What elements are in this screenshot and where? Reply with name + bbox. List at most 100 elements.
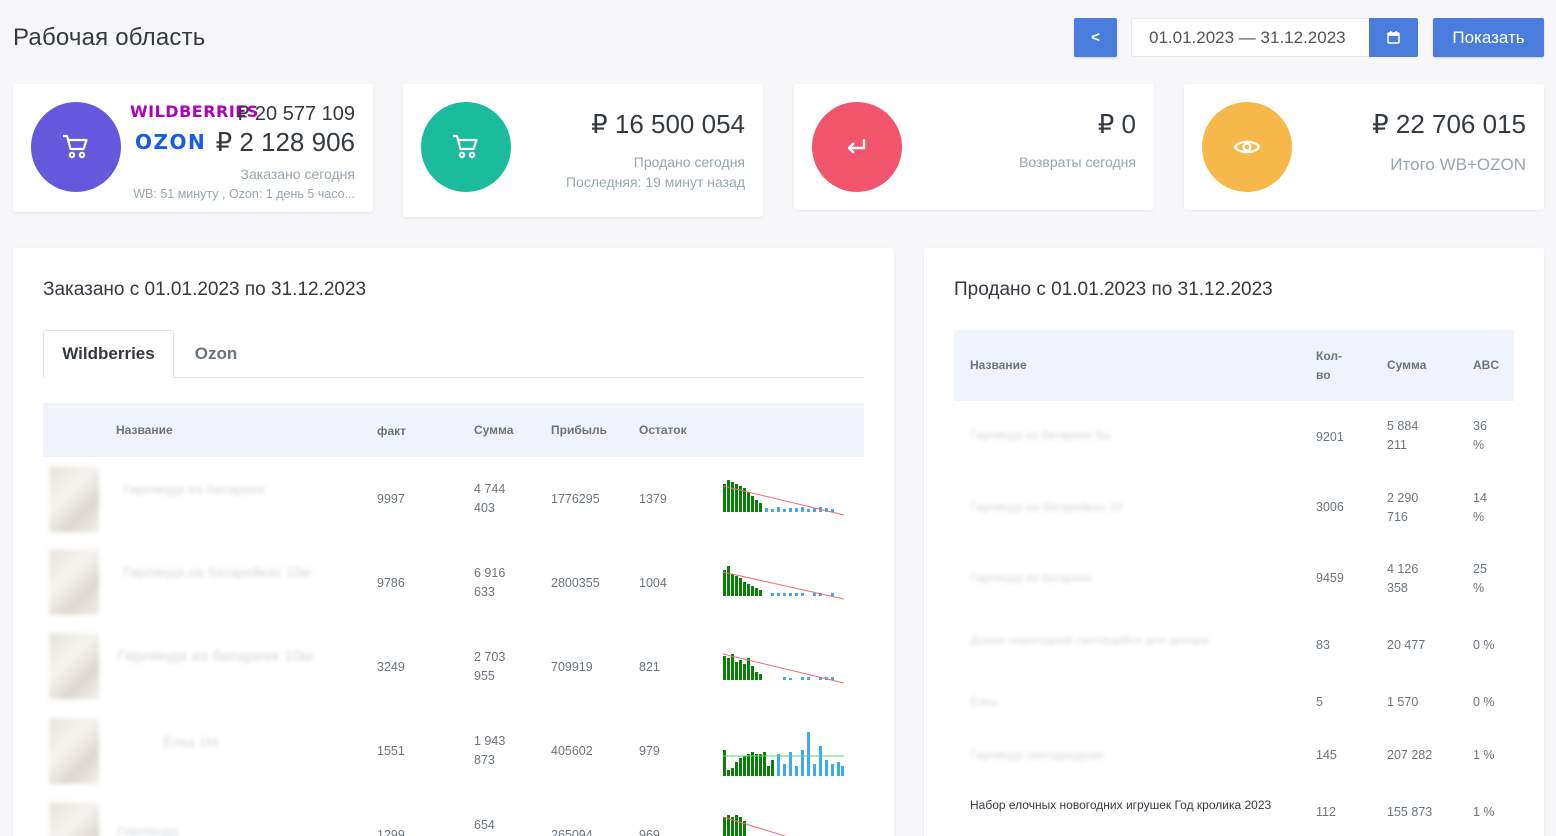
sold-today-label: Продано сегодня bbox=[633, 154, 745, 170]
return-icon-circle bbox=[812, 102, 902, 192]
col-name: Название bbox=[116, 423, 173, 437]
stock-cell: 979 bbox=[639, 744, 660, 758]
product-name: Гирлянда на батарейках 10м bbox=[123, 564, 311, 580]
product-name: Домик новогодний светящийся для декора bbox=[970, 633, 1209, 647]
orders-panel-title: Заказано с 01.01.2023 по 31.12.2023 bbox=[43, 279, 367, 300]
product-name: Гирлянда bbox=[117, 823, 179, 836]
product-name: Гирлянда на батарейках 10 bbox=[970, 500, 1123, 514]
tab-wildberries[interactable]: Wildberries bbox=[43, 330, 174, 378]
sum-cell: 155 873 bbox=[1387, 805, 1433, 819]
sum-cell-line2: 211 bbox=[1387, 438, 1407, 452]
qty-cell: 83 bbox=[1316, 638, 1330, 652]
calendar-icon bbox=[1387, 31, 1400, 44]
stock-cell: 1379 bbox=[639, 492, 667, 506]
marketplace-tabs: Wildberries Ozon bbox=[43, 330, 864, 378]
abc-cell-line2: % bbox=[1473, 438, 1485, 452]
col-name: Название bbox=[970, 358, 1027, 372]
sum-cell-line1: 4 744 bbox=[474, 482, 506, 496]
stock-cell: 821 bbox=[639, 660, 660, 674]
col-qty-line1: Кол- bbox=[1316, 349, 1342, 363]
profit-cell: 709919 bbox=[551, 660, 593, 674]
abc-cell-line2: % bbox=[1473, 581, 1485, 595]
abc-cell: 0 % bbox=[1473, 638, 1495, 652]
sold-today-card: ₽ 16 500 054 Продано сегодня Последняя: … bbox=[403, 84, 763, 217]
qty-cell: 9201 bbox=[1316, 430, 1344, 444]
sum-cell-line2: 358 bbox=[1387, 581, 1408, 595]
profit-cell: 405602 bbox=[551, 744, 593, 758]
qty-cell: 3006 bbox=[1316, 500, 1344, 514]
ozon-orders-value: ₽ 2 128 906 bbox=[215, 127, 355, 157]
sum-cell-line2: 955 bbox=[474, 669, 495, 683]
sum-cell-line1: 1 943 bbox=[474, 734, 506, 748]
sold-panel-title: Продано с 01.01.2023 по 31.12.2023 bbox=[954, 279, 1273, 300]
cart-icon-circle bbox=[421, 102, 511, 192]
stock-cell: 1004 bbox=[639, 576, 667, 590]
col-sum: Сумма bbox=[1387, 358, 1427, 372]
product-name: Гирлянда из батареек bbox=[970, 571, 1092, 585]
product-name: Гирлянда из батареек бы bbox=[970, 428, 1111, 442]
returns-today-label: Возвраты сегодня bbox=[1019, 154, 1136, 170]
sum-cell-line2: 716 bbox=[1387, 510, 1408, 524]
col-abc: ABC bbox=[1473, 358, 1499, 372]
returns-today-card: ₽ 0 Возвраты сегодня bbox=[794, 84, 1154, 210]
sum-cell-line1: 654 bbox=[474, 818, 495, 832]
prev-period-button[interactable]: < bbox=[1074, 18, 1117, 57]
eye-icon bbox=[1233, 140, 1261, 154]
sum-cell: 1 570 bbox=[1387, 695, 1419, 709]
eye-icon-circle bbox=[1202, 102, 1292, 192]
show-button[interactable]: Показать bbox=[1433, 18, 1544, 57]
abc-cell-line2: % bbox=[1473, 510, 1485, 524]
abc-cell-line1: 14 bbox=[1473, 491, 1487, 505]
orders-today-card: WILDBERRIES ₽ 20 577 109 OZON ₽ 2 128 90… bbox=[13, 84, 373, 212]
abc-cell-line1: 36 bbox=[1473, 419, 1487, 433]
product-name: Ёлка bbox=[970, 695, 998, 709]
date-range-input[interactable]: 01.01.2023 — 31.12.2023 bbox=[1131, 18, 1369, 57]
sum-cell-line1: 2 290 bbox=[1387, 491, 1419, 505]
fact-cell: 3249 bbox=[377, 660, 405, 674]
orders-last-update: WB: 51 минуту , Ozon: 1 день 5 часо... bbox=[133, 187, 355, 201]
qty-cell: 9459 bbox=[1316, 571, 1344, 585]
abc-cell-line1: 25 bbox=[1473, 562, 1487, 576]
col-stock: Остаток bbox=[639, 423, 687, 437]
sum-cell-line1: 5 884 bbox=[1387, 419, 1419, 433]
profit-cell: 1776295 bbox=[551, 492, 600, 506]
product-thumbnail bbox=[49, 802, 99, 836]
total-card: ₽ 22 706 015 Итого WB+OZON bbox=[1184, 84, 1544, 210]
qty-cell: 112 bbox=[1316, 805, 1336, 819]
product-name: Набор елочных новогодних игрушек Год кро… bbox=[970, 798, 1272, 812]
sum-cell-line1: 6 916 bbox=[474, 566, 506, 580]
calendar-button[interactable] bbox=[1369, 18, 1418, 57]
total-value: ₽ 22 706 015 bbox=[1372, 109, 1526, 139]
return-icon bbox=[847, 139, 866, 154]
product-thumbnail bbox=[49, 633, 99, 699]
fact-cell: 9997 bbox=[377, 492, 405, 506]
sum-cell-line1: 4 126 bbox=[1387, 562, 1419, 576]
sum-cell-line2: 403 bbox=[474, 501, 495, 515]
orders-today-label: Заказано сегодня bbox=[240, 166, 355, 182]
sum-cell: 20 477 bbox=[1387, 638, 1426, 652]
abc-cell: 0 % bbox=[1473, 695, 1495, 709]
cart-icon bbox=[453, 134, 478, 159]
product-thumbnail bbox=[49, 718, 99, 784]
sold-last-update: Последняя: 19 минут назад bbox=[565, 174, 745, 190]
sold-panel: Продано с 01.01.2023 по 31.12.2023 Назва… bbox=[924, 248, 1544, 836]
sales-sparkline bbox=[722, 480, 845, 516]
col-profit: Прибыль bbox=[551, 423, 607, 437]
cart-icon bbox=[63, 134, 88, 159]
sum-cell-line1: 2 703 bbox=[474, 650, 506, 664]
fact-cell: 1551 bbox=[377, 744, 405, 758]
product-name: Гирлянда из батареек 10м bbox=[117, 648, 313, 665]
sales-sparkline bbox=[722, 815, 787, 836]
tab-ozon[interactable]: Ozon bbox=[194, 344, 238, 363]
abc-cell: 1 % bbox=[1473, 748, 1495, 762]
total-label: Итого WB+OZON bbox=[1390, 155, 1526, 174]
stock-cell: 969 bbox=[639, 828, 660, 836]
wb-orders-value: ₽ 20 577 109 bbox=[236, 103, 355, 125]
orders-panel: Заказано с 01.01.2023 по 31.12.2023 Wild… bbox=[13, 248, 894, 836]
fact-cell: 1299 bbox=[377, 828, 405, 836]
sales-sparkline bbox=[723, 732, 844, 776]
profit-cell: 2800355 bbox=[551, 576, 600, 590]
fact-cell: 9786 bbox=[377, 576, 405, 590]
product-name: Гирлянда из батареек bbox=[123, 481, 266, 497]
sales-sparkline bbox=[722, 653, 845, 684]
